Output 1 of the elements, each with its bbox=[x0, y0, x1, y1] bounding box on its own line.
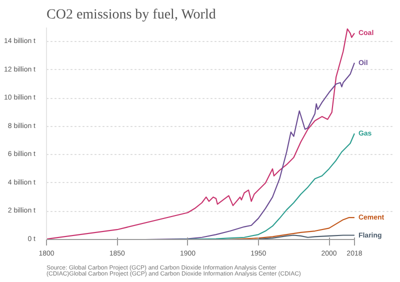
chart-title: CO2 emissions by fuel, World bbox=[46, 8, 216, 22]
